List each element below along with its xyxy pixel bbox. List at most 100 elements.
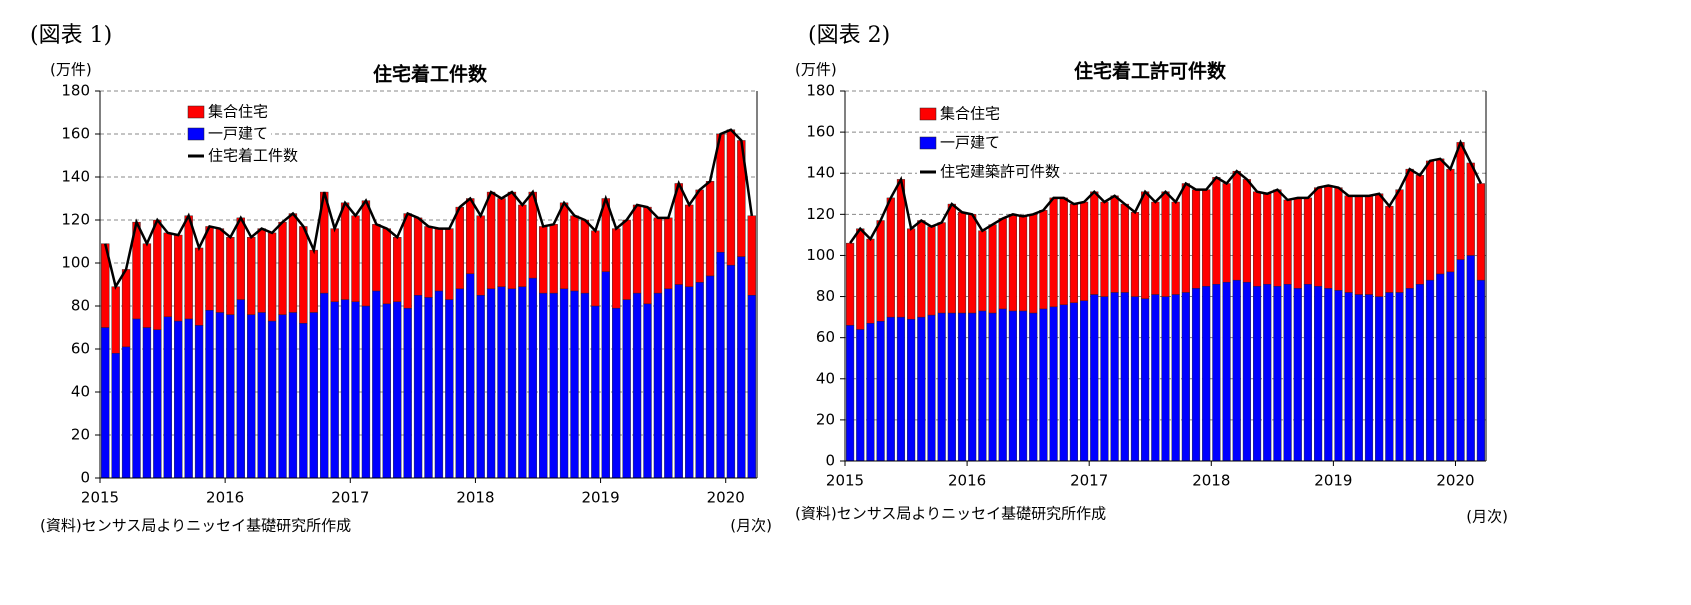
bar-segment xyxy=(507,191,517,290)
legend-swatch xyxy=(187,105,205,119)
bar-segment xyxy=(1415,175,1424,285)
bar-segment xyxy=(896,179,906,318)
bar-segment xyxy=(1253,191,1262,287)
bar-segment xyxy=(1049,197,1058,308)
bar-segment xyxy=(1080,300,1089,462)
bar-segment xyxy=(1354,294,1363,462)
panel-label: (図表 2) xyxy=(808,23,890,48)
source-note: (資料)センサス局よりニッセイ基礎研究所作成 xyxy=(795,505,1106,523)
bar-segment xyxy=(998,308,1007,462)
bar-segment xyxy=(1436,273,1445,462)
bar-segment xyxy=(1446,168,1455,273)
bar-segment xyxy=(1049,306,1058,462)
bar-segment xyxy=(1171,201,1180,295)
y-tick-label: 140 xyxy=(61,168,90,186)
y-tick-label: 180 xyxy=(61,82,90,100)
y-unit: (万件) xyxy=(50,61,92,79)
bar-segment xyxy=(476,215,485,296)
bar-segment xyxy=(539,226,548,294)
bar-segment xyxy=(340,299,350,479)
bar-segment xyxy=(518,286,527,479)
bar-segment xyxy=(1029,214,1038,314)
bar-segment xyxy=(1364,294,1374,462)
bar-segment xyxy=(1151,201,1160,295)
bar-segment xyxy=(434,290,444,479)
bar-segment xyxy=(288,312,298,479)
legend-swatch xyxy=(919,136,937,150)
bar-segment xyxy=(726,264,736,479)
bar-segment xyxy=(1059,197,1068,305)
bar-segment xyxy=(896,316,906,462)
x-tick-label: 2018 xyxy=(456,489,494,507)
bar-segment xyxy=(1100,201,1109,297)
legend-swatch xyxy=(919,107,937,121)
bar-segment xyxy=(695,282,704,479)
x-tick-label: 2019 xyxy=(581,489,619,507)
bar-segment xyxy=(1324,185,1333,289)
bar-segment xyxy=(947,312,956,462)
bar-segment xyxy=(1293,197,1302,289)
bar-segment xyxy=(1069,203,1078,303)
bar-segment xyxy=(174,234,183,322)
bar-segment xyxy=(1202,189,1211,287)
bar-segment xyxy=(664,217,673,290)
bar-segment xyxy=(111,286,120,354)
y-tick-label: 40 xyxy=(71,383,90,401)
legend-label: 住宅建築許可件数 xyxy=(940,163,1060,181)
legend-bg xyxy=(185,101,272,122)
bar-segment xyxy=(351,215,360,302)
legend-bg xyxy=(185,123,272,144)
bar-segment xyxy=(685,286,694,479)
panel-label: (図表 1) xyxy=(30,23,112,48)
legend-label: 一戸建て xyxy=(940,134,1000,152)
bar-segment xyxy=(101,327,110,479)
y-tick-label: 20 xyxy=(816,410,835,428)
bar-segment xyxy=(1395,189,1404,293)
bar-segment xyxy=(876,321,885,462)
bar-segment xyxy=(1120,292,1129,462)
bar-segment xyxy=(632,292,642,479)
bar-segment xyxy=(559,202,569,290)
chart-panel: (図表 2) 住宅着工許可件数 (万件) (資料)センサス局よりニッセイ基礎研究所作成… xyxy=(795,23,1508,526)
bar-segment xyxy=(486,288,496,479)
bar-segment xyxy=(643,206,652,305)
bar-segment xyxy=(695,189,704,283)
bar-segment xyxy=(1110,292,1119,462)
bar-segment xyxy=(947,203,956,314)
bar-segment xyxy=(393,301,402,479)
bar-segment xyxy=(361,200,371,307)
bar-segment xyxy=(1293,288,1302,462)
x-tick-label: 2015 xyxy=(826,472,864,490)
bar-segment xyxy=(1161,191,1170,297)
bar-segment xyxy=(1476,183,1485,281)
bar-segment xyxy=(424,297,433,479)
x-unit: (月次) xyxy=(1466,508,1508,526)
bar-segment xyxy=(539,292,548,479)
bar-segment xyxy=(351,301,360,479)
bar-segment xyxy=(1130,296,1140,462)
bar-segment xyxy=(1141,191,1150,299)
bar-segment xyxy=(917,316,926,462)
bar-segment xyxy=(1466,162,1475,256)
bar-segment xyxy=(968,214,977,314)
y-unit: (万件) xyxy=(795,61,837,79)
bar-segment xyxy=(121,346,131,479)
bar-segment xyxy=(1161,296,1170,462)
bar-segment xyxy=(1303,284,1313,462)
bar-segment xyxy=(1405,168,1414,289)
bar-segment xyxy=(299,226,308,324)
y-tick-label: 160 xyxy=(61,125,90,143)
legend-label: 住宅着工件数 xyxy=(208,147,298,165)
bar-segment xyxy=(1242,179,1251,283)
bar-segment xyxy=(674,284,683,479)
bar-segment xyxy=(403,213,412,309)
y-tick-label: 60 xyxy=(816,328,835,346)
legend-swatch xyxy=(187,127,205,141)
bar-segment xyxy=(340,202,350,300)
bar-segment xyxy=(685,204,694,287)
bar-segment xyxy=(876,220,885,322)
bar-segment xyxy=(142,327,152,479)
bar-segment xyxy=(1334,290,1343,462)
legend-label: 集合住宅 xyxy=(940,105,1000,123)
bar-segment xyxy=(413,217,423,296)
